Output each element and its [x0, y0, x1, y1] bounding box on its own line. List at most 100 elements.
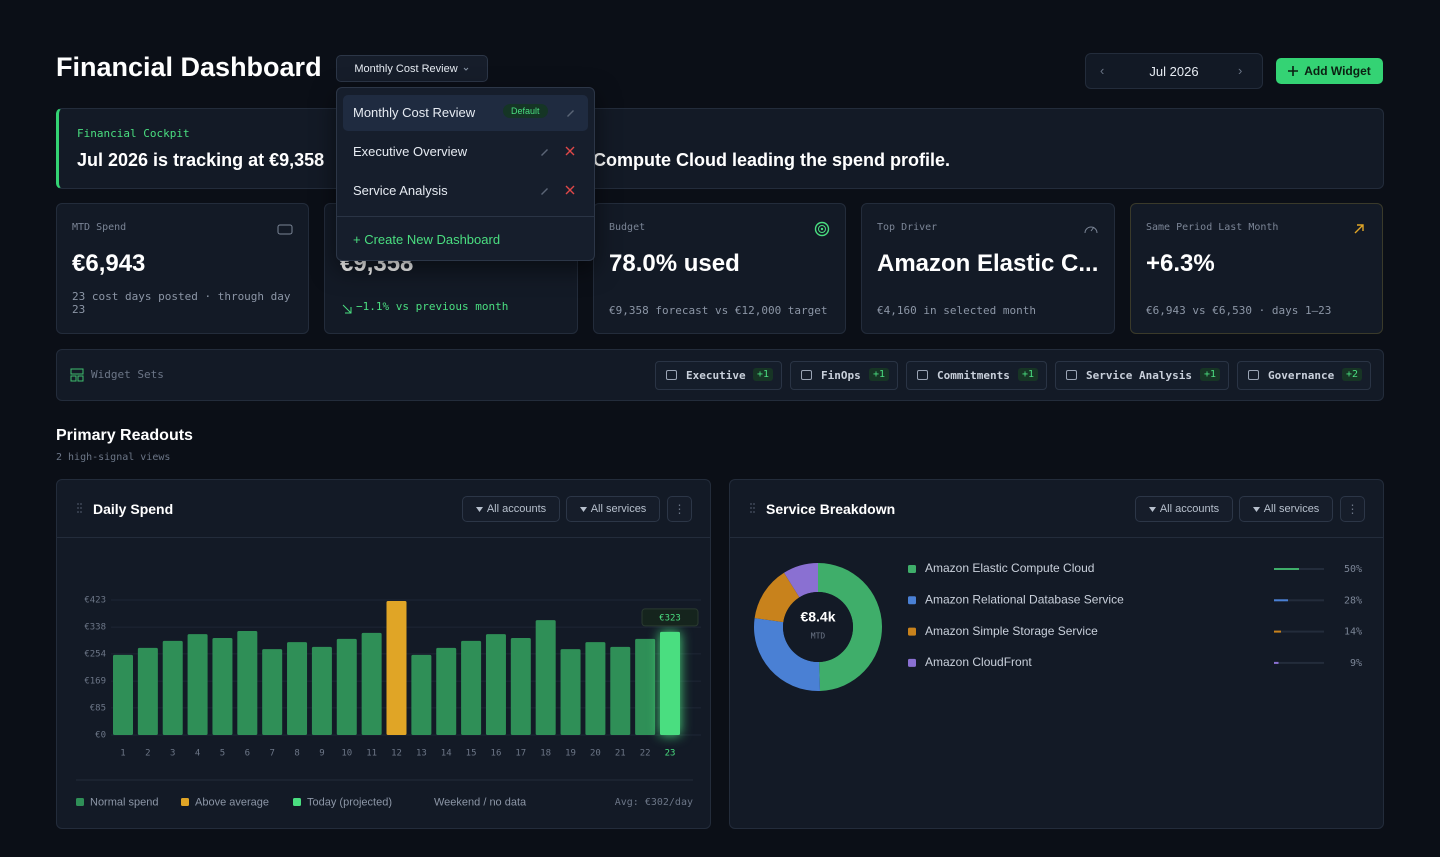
prev-month[interactable]: ‹ — [1100, 63, 1105, 78]
donut-slice — [784, 563, 818, 598]
bar — [187, 634, 208, 735]
bar — [386, 600, 407, 735]
menu-item-actions[interactable] — [565, 106, 575, 118]
cockpit-headline: Jul 2026 is tracking at €9,358 — [77, 150, 325, 170]
filter-button[interactable]: All accounts — [1135, 496, 1233, 522]
kpi-label: MTD Spend — [72, 222, 127, 233]
legend-label: Today (projected) — [307, 796, 392, 808]
bar — [485, 634, 506, 735]
caret-shape — [1252, 506, 1260, 512]
dot — [753, 507, 755, 509]
legend-swatch — [908, 596, 916, 605]
legend-label: Normal spend — [90, 796, 158, 808]
x-tick-label: 23 — [665, 749, 676, 759]
caret — [1148, 506, 1156, 512]
kpi-card: Same Period Last Month +6.3% €6,943 vs €6,… — [1130, 203, 1383, 334]
more-button[interactable]: ⋮ — [667, 496, 692, 522]
kpi-label: Same Period Last Month — [1146, 222, 1279, 233]
next-month[interactable]: › — [1238, 63, 1243, 78]
edit-icon — [567, 110, 574, 117]
donut-center-value: €8.4k — [800, 609, 835, 625]
legend-swatch — [908, 565, 916, 573]
filter-button[interactable]: All services — [1239, 496, 1333, 522]
x-tick-label: 7 — [269, 749, 274, 759]
donut-slice — [754, 572, 800, 623]
y-tick-label: €85 — [90, 703, 106, 713]
kpi-value: 78.0% used — [609, 250, 740, 277]
menu-divider — [337, 216, 594, 217]
bar — [635, 638, 656, 735]
chip-icon — [1066, 370, 1077, 380]
dot — [750, 507, 752, 509]
bar — [411, 654, 432, 735]
widget-chip[interactable]: Governance +2 — [1237, 361, 1371, 390]
filter-label: All services — [1263, 503, 1320, 515]
filter-button[interactable]: All accounts — [462, 496, 560, 522]
more-button[interactable]: ⋮ — [1340, 496, 1365, 522]
bar — [610, 646, 631, 735]
add-widget-button[interactable]: Add Widget — [1276, 58, 1383, 84]
share-track — [1274, 599, 1324, 602]
x-tick-label: 12 — [391, 749, 402, 759]
down-arrow — [342, 304, 352, 314]
caret — [475, 506, 483, 512]
menu-item-actions[interactable] — [539, 184, 579, 196]
share-bar — [1274, 568, 1299, 570]
widget-chip[interactable]: FinOps +1 — [790, 361, 898, 390]
x-tick-label: 20 — [590, 749, 601, 759]
panel-divider — [730, 537, 1383, 538]
legend-swatch — [908, 627, 916, 636]
panel-divider — [57, 537, 710, 538]
cockpit-label: Financial Cockpit — [77, 127, 190, 140]
widget-sets: Widget Sets Executive +1 FinOps +1 Commitmen… — [56, 349, 1384, 401]
share-label: 9% — [1350, 658, 1362, 669]
share-track — [1274, 630, 1324, 633]
target — [818, 225, 826, 233]
menu-item[interactable]: Monthly Cost Review — [353, 105, 476, 120]
chip-label: Executive — [686, 369, 746, 382]
dot — [80, 511, 82, 513]
share-label: 28% — [1344, 595, 1362, 606]
menu-item[interactable]: Service Analysis — [353, 183, 448, 198]
widget-chip[interactable]: Commitments +1 — [906, 361, 1047, 390]
bar — [585, 642, 606, 735]
kpi-note: −1.1% vs previous month — [356, 300, 509, 313]
create-dashboard[interactable]: + Create New Dashboard — [353, 232, 501, 247]
bar — [560, 649, 581, 735]
kpi-card: MTD Spend €6,943 23 cost days posted · thr… — [56, 203, 309, 334]
y-tick-label: €0 — [95, 731, 106, 741]
dot — [753, 503, 755, 505]
filter-button[interactable]: All services — [566, 496, 660, 522]
page-title: Financial Dashboard — [56, 52, 322, 82]
kpi-icon — [1084, 226, 1098, 234]
x-tick-label: 1 — [120, 749, 125, 759]
widget-chip[interactable]: Executive +1 — [655, 361, 782, 390]
donut-center-label: MTD — [811, 632, 826, 641]
plus-icon — [1288, 66, 1299, 76]
share-bar — [1274, 661, 1279, 664]
bar — [461, 640, 482, 735]
service-breakdown-panel: Service Breakdown All accounts All service… — [729, 479, 1384, 829]
dashboard-select[interactable]: Monthly Cost Review — [336, 55, 488, 82]
kpi-icon — [1354, 224, 1364, 234]
dot — [80, 507, 82, 509]
share-label: 14% — [1344, 627, 1362, 638]
kpi-value: +6.3% — [1146, 250, 1215, 277]
y-tick-label: €423 — [84, 596, 106, 606]
legend-label: Amazon Elastic Compute Cloud — [925, 561, 1094, 575]
target — [820, 227, 824, 231]
add-widget-label: Add Widget — [1304, 64, 1371, 78]
y-tick-label: €169 — [84, 677, 106, 687]
widget-chip[interactable]: Service Analysis +1 — [1055, 361, 1229, 390]
bar — [311, 646, 332, 735]
bar — [336, 638, 357, 735]
share-label: 50% — [1344, 564, 1362, 575]
section-subtitle: 2 high-signal views — [56, 452, 171, 463]
kpi-value: €6,943 — [72, 250, 146, 277]
menu-item-actions[interactable] — [539, 145, 579, 157]
share-bar — [1274, 630, 1281, 633]
bar — [660, 631, 680, 735]
menu-item[interactable]: Executive Overview — [353, 144, 468, 159]
gauge — [1084, 226, 1098, 234]
value-label: €323 — [659, 613, 681, 623]
